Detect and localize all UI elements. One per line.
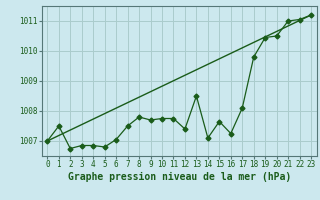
X-axis label: Graphe pression niveau de la mer (hPa): Graphe pression niveau de la mer (hPa) (68, 172, 291, 182)
